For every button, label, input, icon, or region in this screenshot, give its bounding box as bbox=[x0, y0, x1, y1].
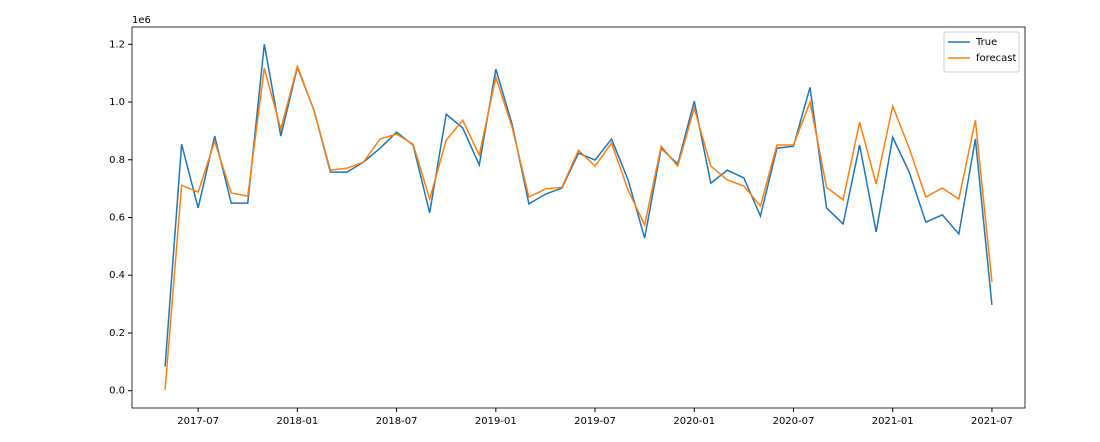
y-offset-label: 1e6 bbox=[132, 15, 151, 26]
x-tick-label: 2018-01 bbox=[276, 416, 318, 427]
plot-frame bbox=[131, 26, 1026, 409]
x-tick-label: 2019-07 bbox=[574, 416, 616, 427]
x-tick-label: 2019-01 bbox=[475, 416, 517, 427]
y-tick-label: 0.0 bbox=[109, 386, 125, 397]
series-line bbox=[164, 63, 993, 390]
y-tick-label: 0.4 bbox=[109, 270, 125, 281]
y-tick-label: 0.6 bbox=[109, 213, 125, 224]
y-tick-label: 0.8 bbox=[109, 155, 125, 166]
y-tick-label: 1.2 bbox=[109, 39, 125, 50]
x-tick-label: 2020-01 bbox=[673, 416, 715, 427]
x-tick-label: 2020-07 bbox=[773, 416, 815, 427]
y-tick-label: 1.0 bbox=[109, 97, 125, 108]
x-tick-label: 2021-07 bbox=[971, 416, 1013, 427]
y-tick-label: 0.2 bbox=[109, 328, 125, 339]
x-tick-label: 2018-07 bbox=[376, 416, 418, 427]
legend-label: forecast bbox=[976, 53, 1017, 64]
series-line bbox=[164, 44, 993, 367]
legend-label: True bbox=[975, 37, 997, 48]
x-tick-label: 2021-01 bbox=[872, 416, 914, 427]
x-tick-label: 2017-07 bbox=[177, 416, 219, 427]
